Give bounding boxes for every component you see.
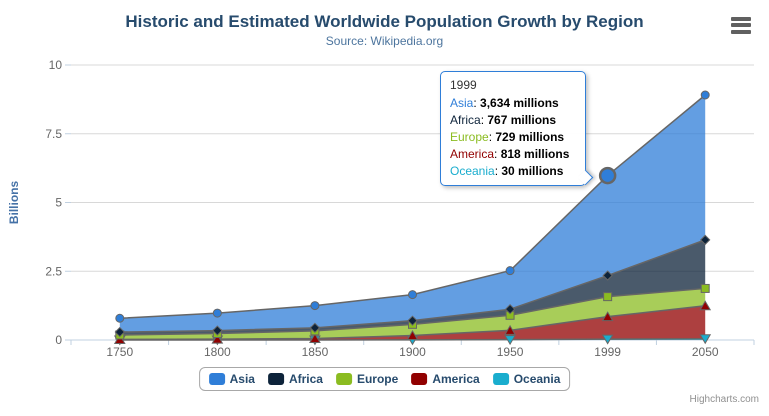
marker-oceania-1950[interactable] bbox=[504, 335, 516, 346]
y-axis-label: 5 bbox=[55, 196, 62, 210]
legend-label: America bbox=[432, 372, 480, 386]
y-axis-label: 0 bbox=[55, 333, 62, 347]
highcharts-credit-link[interactable]: Highcharts.com bbox=[689, 394, 759, 405]
marker-africa-1950[interactable] bbox=[504, 303, 516, 315]
area-africa[interactable] bbox=[119, 239, 706, 335]
y-axis-label: 7.5 bbox=[45, 127, 62, 141]
marker-asia-1850[interactable] bbox=[310, 301, 320, 311]
legend-swatch-europe bbox=[335, 373, 352, 385]
x-axis-label: 1850 bbox=[302, 345, 329, 359]
marker-asia-2050[interactable] bbox=[700, 90, 710, 100]
legend-label: Asia bbox=[229, 372, 255, 386]
marker-africa-1850[interactable] bbox=[309, 322, 321, 334]
marker-america-1999[interactable] bbox=[601, 311, 614, 322]
marker-africa-1900[interactable] bbox=[407, 315, 418, 326]
marker-oceania-1999[interactable] bbox=[601, 334, 614, 345]
y-axis-title: Billions bbox=[7, 181, 21, 225]
area-america[interactable] bbox=[119, 305, 706, 340]
marker-america-1850[interactable] bbox=[309, 332, 321, 343]
legend: Asia Africa Europe America Oceania bbox=[198, 367, 571, 391]
x-axis-label: 1950 bbox=[497, 345, 524, 359]
legend-item-asia[interactable]: Asia bbox=[208, 372, 255, 386]
legend-label: Africa bbox=[288, 372, 323, 386]
legend-item-oceania[interactable]: Oceania bbox=[492, 372, 561, 386]
legend-swatch-africa bbox=[267, 373, 284, 385]
legend-swatch-america bbox=[411, 373, 428, 385]
x-axis-label: 1800 bbox=[204, 345, 231, 359]
legend-item-africa[interactable]: Africa bbox=[267, 372, 323, 386]
legend-label: Europe bbox=[356, 372, 399, 386]
tooltip-rows: Asia: 3,634 millions Africa: 767 millions… bbox=[450, 95, 576, 180]
tooltip-header: 1999 bbox=[450, 78, 477, 92]
marker-europe-1999[interactable] bbox=[603, 292, 613, 302]
legend-label: Oceania bbox=[513, 372, 561, 386]
hamburger-icon bbox=[731, 16, 751, 21]
hovered-point[interactable] bbox=[598, 166, 617, 185]
tooltip-row-europe: Europe: 729 millions bbox=[450, 130, 565, 144]
x-axis-label: 1750 bbox=[106, 345, 133, 359]
marker-europe-2050[interactable] bbox=[700, 283, 710, 293]
x-axis-label: 1999 bbox=[594, 345, 621, 359]
tooltip-row-asia: Asia: 3,634 millions bbox=[450, 96, 559, 110]
y-axis-label: 2.5 bbox=[45, 264, 62, 278]
tooltip-row-america: America: 818 millions bbox=[450, 147, 570, 161]
marker-africa-1750[interactable] bbox=[114, 326, 125, 338]
chart-title: Historic and Estimated Worldwide Populat… bbox=[125, 12, 644, 31]
marker-asia-1800[interactable] bbox=[212, 308, 222, 318]
legend-item-america[interactable]: America bbox=[411, 372, 480, 386]
legend-swatch-oceania bbox=[492, 373, 509, 385]
tooltip-row-africa: Africa: 767 millions bbox=[450, 113, 557, 127]
marker-america-2050[interactable] bbox=[699, 300, 712, 311]
hamburger-icon bbox=[731, 23, 751, 27]
marker-america-1950[interactable] bbox=[504, 324, 516, 335]
marker-africa-1800[interactable] bbox=[212, 325, 223, 336]
tooltip: 1999 Asia: 3,634 millions Africa: 767 mil… bbox=[440, 71, 594, 186]
legend-swatch-asia bbox=[208, 373, 225, 385]
chart-subtitle: Source: Wikipedia.org bbox=[325, 34, 444, 48]
marker-america-1800[interactable] bbox=[211, 333, 224, 344]
marker-africa-2050[interactable] bbox=[700, 234, 711, 246]
tooltip-row-oceania: Oceania: 30 millions bbox=[450, 164, 564, 178]
area-asia[interactable] bbox=[119, 95, 706, 333]
marker-oceania-2050[interactable] bbox=[699, 334, 712, 345]
x-axis-label: 1900 bbox=[399, 345, 426, 359]
export-menu-button[interactable] bbox=[731, 15, 755, 35]
marker-asia-1950[interactable] bbox=[505, 266, 515, 276]
marker-america-1900[interactable] bbox=[406, 330, 419, 341]
x-axis-label: 2050 bbox=[692, 345, 719, 359]
marker-africa-1999[interactable] bbox=[602, 270, 613, 281]
marker-asia-1750[interactable] bbox=[115, 313, 125, 323]
legend-item-europe[interactable]: Europe bbox=[335, 372, 399, 386]
hamburger-icon bbox=[731, 29, 751, 34]
marker-asia-1900[interactable] bbox=[408, 290, 417, 300]
y-axis-label: 10 bbox=[49, 58, 63, 72]
